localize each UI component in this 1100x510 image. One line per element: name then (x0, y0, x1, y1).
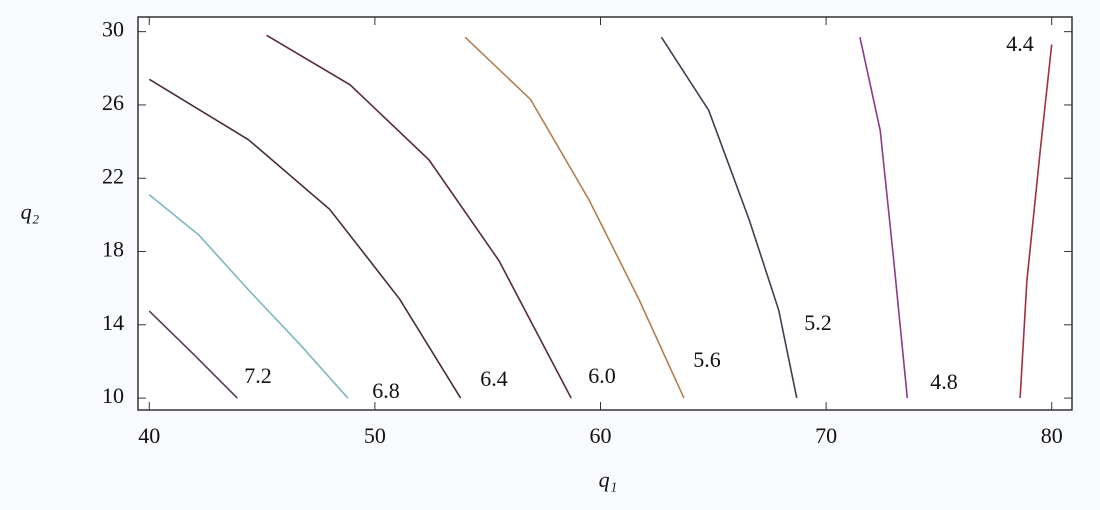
y-tick-label: 18 (102, 237, 124, 262)
contour-label: 4.4 (1006, 31, 1034, 56)
contour-label: 6.8 (372, 378, 400, 403)
x-tick-label: 50 (364, 423, 386, 448)
contour-line (148, 310, 238, 399)
contour-label: 6.4 (480, 366, 508, 391)
contour-label: 5.2 (804, 310, 832, 335)
y-tick-label: 14 (102, 310, 124, 335)
contour-label: 4.8 (930, 369, 958, 394)
x-tick-label: 40 (138, 423, 160, 448)
contour-line (148, 78, 462, 399)
contour-line (148, 194, 349, 399)
x-tick-label: 70 (815, 423, 837, 448)
x-tick-label: 80 (1041, 423, 1063, 448)
contour-label: 6.0 (588, 363, 616, 388)
x-axis-label: q₁ (599, 467, 618, 492)
contour-line (1019, 44, 1053, 399)
contour-line (266, 34, 572, 399)
plot-area (137, 16, 1073, 411)
y-axis-label: q₂ (21, 199, 40, 224)
y-tick-label: 26 (102, 90, 124, 115)
contour-label: 5.6 (693, 347, 721, 372)
contour-line (464, 36, 685, 399)
x-tick-label: 60 (589, 423, 611, 448)
contour-line (859, 36, 909, 399)
contour-line (660, 36, 798, 399)
y-tick-label: 22 (102, 163, 124, 188)
contour-label: 7.2 (244, 363, 272, 388)
y-tick-label: 30 (102, 17, 124, 42)
y-tick-label: 10 (102, 383, 124, 408)
